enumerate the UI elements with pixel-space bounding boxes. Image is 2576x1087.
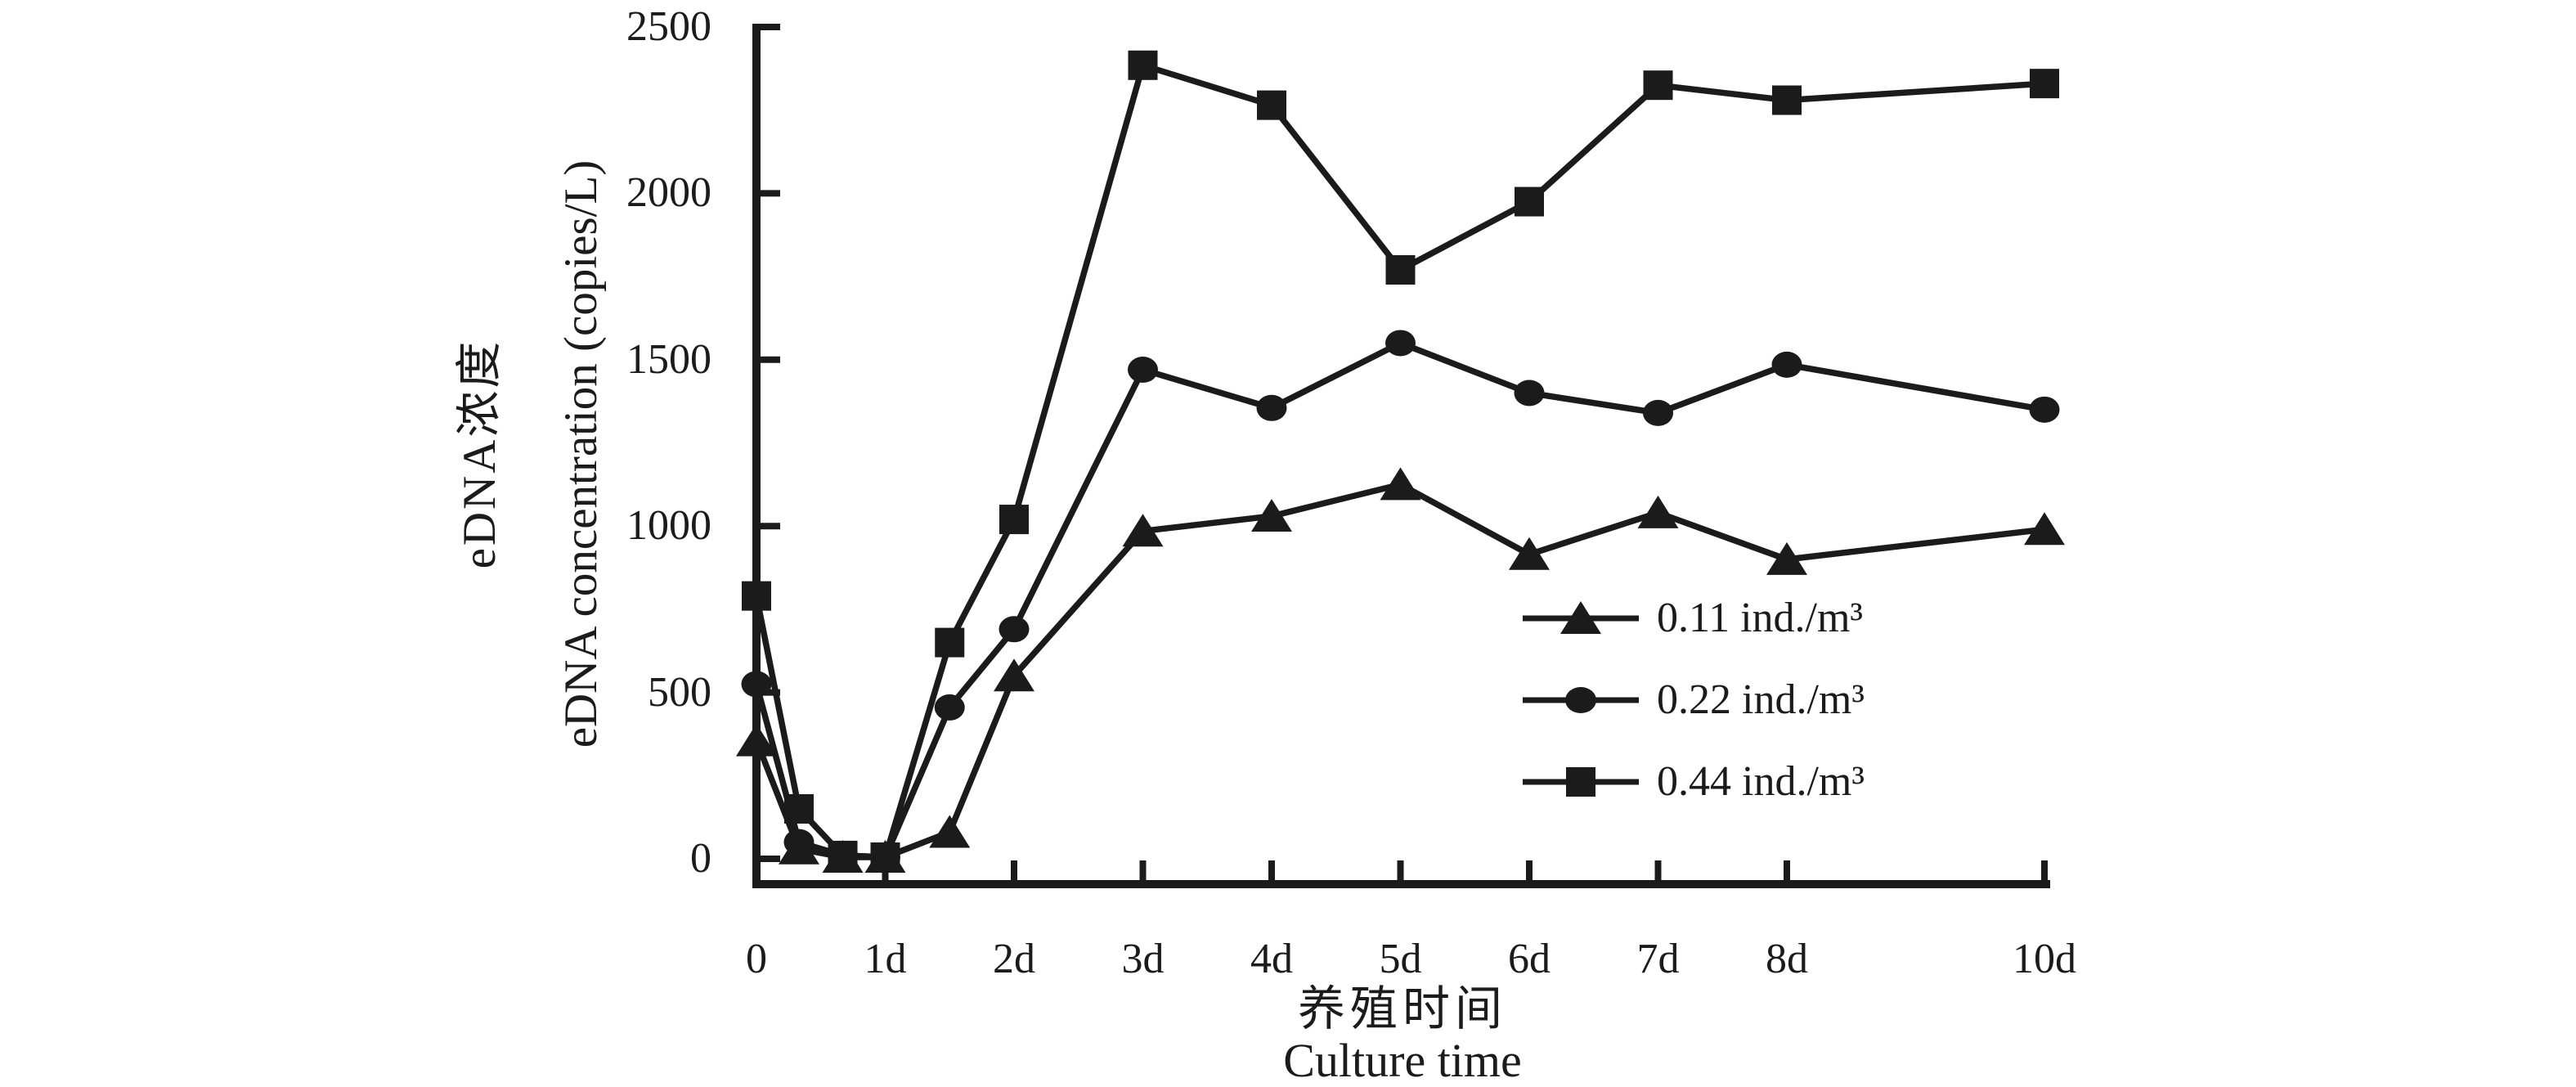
y-axis-title-en: eDNA concentration (copies/L) (555, 159, 607, 748)
x-tick-label-3d: 3d (1121, 936, 1165, 982)
legend-label-0.11: 0.11 ind./m³ (1657, 595, 1864, 641)
x-tick-label-7d: 7d (1636, 936, 1680, 982)
marker-triangle-0d (736, 723, 777, 757)
marker-triangle-2d (994, 658, 1034, 692)
marker-triangle-8d (1766, 541, 1807, 575)
marker-triangle-5d (1380, 467, 1421, 501)
chart-legend: 0.11 ind./m³ 0.22 ind./m³ 0.44 ind./m³ (1519, 577, 1865, 823)
x-tick-label-0: 0 (746, 936, 767, 982)
y-tick-label-0: 0 (690, 835, 711, 882)
marker-square-3d (1128, 50, 1158, 80)
x-axis-title-zh: 养殖时间 (1297, 982, 1507, 1035)
marker-circle-1d (870, 843, 900, 870)
marker-square-8d (1772, 85, 1802, 115)
series-triangle (736, 467, 2065, 873)
marker-square-0d (742, 581, 771, 611)
marker-circle-0d (741, 671, 772, 698)
y-tick-label-500: 500 (648, 668, 711, 716)
marker-triangle-4d (1251, 498, 1292, 532)
x-tick-label-8d: 8d (1766, 936, 1808, 982)
marker-triangle-6d (1509, 537, 1550, 570)
marker-triangle-3d (1122, 514, 1164, 547)
marker-circle-10d (2029, 396, 2060, 423)
axes (752, 24, 2050, 888)
marker-triangle-7d (1637, 495, 1679, 528)
marker-circle-0.33d (783, 829, 815, 856)
legend-square-marker-icon (1523, 767, 1639, 797)
legend-row-0.11: 0.11 ind./m³ (1519, 577, 1865, 659)
legend-triangle-marker-icon (1523, 601, 1639, 634)
marker-square-6d (1515, 186, 1544, 217)
marker-square-5d (1385, 254, 1416, 285)
marker-circle-3d (1128, 357, 1158, 384)
series-circle (741, 330, 2060, 870)
marker-circle-7d (1643, 399, 1673, 426)
y-tick-label-2500: 2500 (626, 3, 711, 50)
x-tick-label-4d: 4d (1250, 936, 1293, 982)
marker-circle-6d (1514, 380, 1545, 407)
x-tick-label-1d: 1d (864, 936, 907, 982)
x-tick-label-5d: 5d (1379, 936, 1422, 982)
marker-circle-0.67d (828, 842, 859, 869)
y-tick-label-1000: 1000 (626, 502, 711, 550)
y-tick-label-2000: 2000 (626, 169, 711, 217)
legend-row-0.22: 0.22 ind./m³ (1519, 659, 1865, 741)
marker-square-2d (999, 505, 1029, 535)
y-tick-label-1500: 1500 (626, 335, 711, 383)
marker-square-1.5d (935, 627, 965, 658)
marker-square-10d (2030, 69, 2059, 99)
marker-square-7d (1643, 70, 1673, 101)
x-tick-label-2d: 2d (993, 936, 1035, 982)
legend-row-0.44: 0.44 ind./m³ (1519, 741, 1865, 823)
marker-circle-8d (1771, 351, 1802, 378)
marker-triangle-10d (2024, 512, 2065, 546)
marker-circle-2d (999, 616, 1030, 643)
legend-label-0.44: 0.44 ind./m³ (1657, 758, 1865, 805)
marker-circle-5d (1385, 330, 1416, 357)
x-tick-label-10d: 10d (2013, 936, 2076, 982)
marker-square-4d (1257, 90, 1286, 120)
y-axis-title: eDNA浓度 eDNA concentration (copies/L) (429, 4, 642, 904)
y-axis-title-zh: eDNA浓度 (454, 339, 505, 569)
legend-circle-marker-icon (1523, 687, 1639, 713)
x-axis-title: 养殖时间 Culture time (1157, 983, 1648, 1086)
legend-label-0.22: 0.22 ind./m³ (1657, 676, 1865, 723)
x-tick-label-6d: 6d (1508, 936, 1551, 982)
marker-circle-4d (1256, 394, 1287, 421)
marker-triangle-1.5d (929, 815, 971, 848)
marker-circle-1.5d (934, 694, 965, 721)
x-axis-title-en: Culture time (1283, 1034, 1522, 1087)
